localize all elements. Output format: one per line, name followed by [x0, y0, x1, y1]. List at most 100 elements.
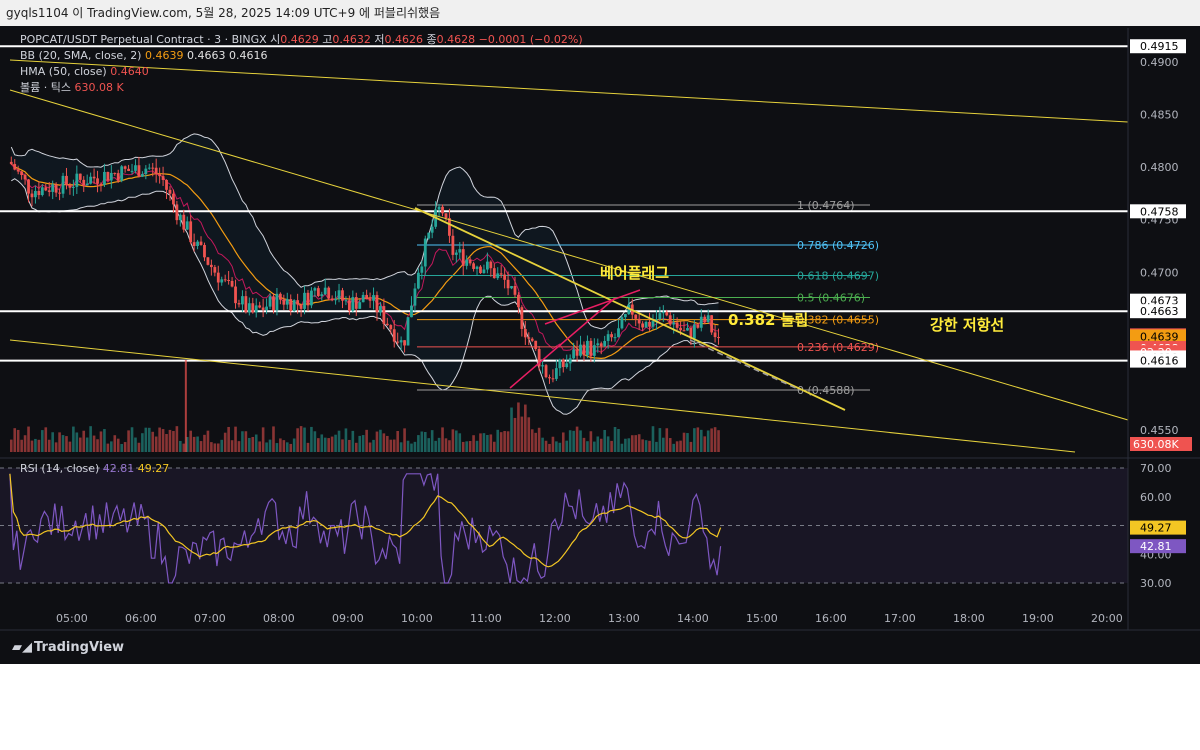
volume-bar	[634, 435, 638, 452]
x-tick-label: 19:00	[1022, 612, 1054, 625]
candle-body	[568, 358, 572, 364]
legend-bb-row[interactable]: BB (20, SMA, close, 2) 0.4639 0.4663 0.4…	[20, 48, 583, 64]
candle-body	[658, 313, 662, 320]
fib-level-label: 1 (0.4764)	[797, 199, 855, 212]
rsi-legend[interactable]: RSI (14, close) 42.81 49.27	[20, 462, 169, 475]
candle-body	[103, 171, 106, 185]
candle-body	[196, 241, 199, 247]
lower-support-line	[9, 339, 1076, 453]
volume-bar	[613, 427, 617, 452]
candle-body	[461, 249, 465, 266]
candle-body	[603, 340, 607, 347]
volume-bar	[672, 443, 675, 452]
candle-body	[209, 264, 213, 268]
candle-body	[686, 328, 689, 331]
rsi-ma-badge-text: 49.27	[1140, 522, 1172, 535]
volume-bar	[334, 434, 337, 452]
chart-annotation: 베어플래그	[600, 264, 669, 282]
candle-body	[472, 263, 475, 269]
candle-body	[223, 279, 227, 281]
volume-bar	[530, 429, 534, 452]
candle-body	[475, 266, 479, 269]
volume-bar	[313, 431, 317, 452]
volume-bar	[527, 417, 531, 452]
candle-body	[20, 171, 24, 175]
price-chart[interactable]: 1 (0.4764) 0.786 (0.4726) 0.618 (0.4697) 0.…	[0, 0, 1200, 664]
candle-body	[334, 298, 337, 301]
price-axis-badge	[1130, 39, 1186, 54]
fib-level-label: 0.382 (0.4655)	[797, 314, 879, 327]
volume-value: 630.08 K	[74, 81, 124, 94]
candle-body	[71, 186, 75, 188]
volume-bar	[141, 433, 144, 452]
x-tick-label: 06:00	[125, 612, 157, 625]
volume-bar	[265, 442, 268, 452]
candle-body	[634, 314, 638, 319]
volume-bar	[344, 428, 348, 452]
candle-body	[258, 305, 262, 308]
volume-bar	[589, 431, 593, 452]
volume-bar	[58, 432, 61, 452]
volume-bar	[503, 431, 506, 452]
projection-dashed-line	[689, 339, 801, 391]
volume-bar	[241, 431, 244, 452]
candle-body	[227, 279, 231, 281]
volume-bar	[103, 429, 106, 452]
volume-bar	[665, 428, 669, 452]
candle-body	[68, 185, 72, 188]
volume-bar	[544, 440, 548, 452]
volume-bar	[427, 438, 431, 452]
candle-body	[613, 337, 617, 339]
volume-bar	[323, 437, 327, 452]
bb-upper-line	[10, 133, 719, 330]
legend-hma-row[interactable]: HMA (50, close) 0.4640	[20, 64, 583, 80]
candle-body	[254, 305, 258, 313]
volume-bar	[413, 441, 417, 452]
x-tick-label: 09:00	[332, 612, 364, 625]
candle-body	[65, 175, 68, 186]
candle-body	[337, 290, 341, 299]
volume-bar	[382, 433, 386, 452]
volume-bar	[368, 442, 372, 452]
candle-body	[451, 235, 455, 255]
rsi-tick-label: 70.00	[1140, 462, 1172, 475]
candle-body	[78, 173, 82, 180]
volume-bar	[303, 427, 306, 452]
candle-body	[320, 294, 324, 297]
symbol-label[interactable]: POPCAT/USDT Perpetual Contract · 3 · BIN…	[20, 33, 267, 46]
volume-bar	[437, 437, 441, 452]
volume-bar	[192, 436, 196, 452]
volume-bar	[386, 435, 389, 452]
candle-body	[668, 315, 672, 325]
volume-bar	[548, 443, 551, 452]
candle-body	[572, 349, 576, 359]
candle-body	[220, 279, 224, 283]
tradingview-logo[interactable]: ▰◢ TradingView	[12, 640, 124, 655]
volume-bar	[227, 426, 230, 452]
flag-lower-channel	[509, 297, 616, 389]
volume-bar	[175, 426, 179, 452]
candle-body	[703, 316, 707, 322]
candle-body	[575, 349, 579, 356]
upper-resistance-line	[9, 59, 1129, 123]
volume-bar	[137, 442, 141, 452]
candle-body	[592, 345, 596, 356]
candle-body	[513, 286, 517, 295]
volume-bar	[230, 440, 234, 452]
x-tick-label: 20:00	[1091, 612, 1123, 625]
volume-bar	[572, 430, 575, 452]
y-tick-label: 0.4700	[1140, 266, 1179, 279]
legend-volume-row[interactable]: 볼륨 · 틱스 630.08 K	[20, 80, 583, 96]
volume-bar	[34, 438, 37, 452]
candle-body	[265, 306, 268, 310]
candle-body	[548, 377, 551, 379]
bb-label: BB (20, SMA, close, 2)	[20, 49, 142, 62]
x-tick-label: 16:00	[815, 612, 847, 625]
volume-bar	[168, 429, 172, 452]
volume-bar	[144, 427, 148, 452]
candle-body	[99, 183, 103, 185]
volume-bar	[520, 416, 524, 452]
volume-bar	[451, 429, 455, 452]
volume-bar	[568, 430, 572, 452]
candle-body	[396, 341, 400, 343]
